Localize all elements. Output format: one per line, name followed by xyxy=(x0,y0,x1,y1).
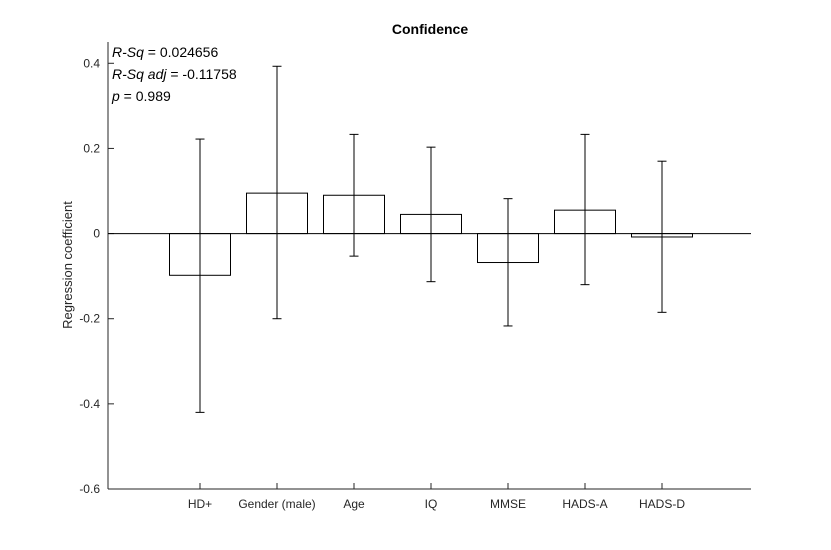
x-tick-label: MMSE xyxy=(490,497,526,511)
stat-name: R-Sq adj xyxy=(112,66,167,82)
stat-line: p = 0.989 xyxy=(111,88,171,104)
stat-line: R-Sq adj = -0.11758 xyxy=(112,66,237,82)
y-tick-label: -0.6 xyxy=(79,482,100,496)
y-axis-title: Regression coefficient xyxy=(60,201,75,329)
stat-value: = 0.024656 xyxy=(144,44,219,60)
plot-area: -0.6 -0.4 -0.2 0 0.2 0.4 HD+ Gender (male) Age IQ… xyxy=(79,42,751,511)
stat-value: = 0.989 xyxy=(120,88,171,104)
stat-line: R-Sq = 0.024656 xyxy=(112,44,218,60)
y-tick-label: 0 xyxy=(93,227,100,241)
stat-name: R-Sq xyxy=(112,44,144,60)
x-tick-label: HD+ xyxy=(188,497,212,511)
stat-value: = -0.11758 xyxy=(166,66,236,82)
x-tick-label: IQ xyxy=(425,497,438,511)
y-tick-label: -0.4 xyxy=(79,397,100,411)
stat-name: p xyxy=(111,88,120,104)
x-tick-label: HADS-A xyxy=(562,497,607,511)
x-tick-label: Gender (male) xyxy=(238,497,315,511)
stats-annotation: R-Sq = 0.024656 R-Sq adj = -0.11758 p = 0.… xyxy=(111,44,237,104)
x-tick-label: Age xyxy=(343,497,365,511)
y-tick-label: 0.2 xyxy=(83,141,100,155)
y-tick-label: 0.4 xyxy=(83,56,100,70)
x-tick-label: HADS-D xyxy=(639,497,685,511)
chart-title: Confidence xyxy=(392,21,468,37)
y-tick-label: -0.2 xyxy=(79,312,100,326)
